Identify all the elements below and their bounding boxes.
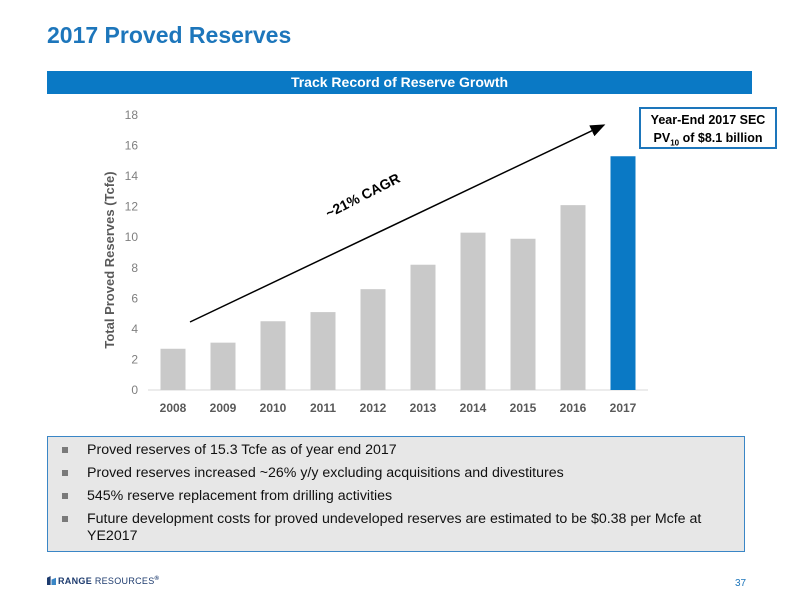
y-tick-label: 12 xyxy=(125,200,139,214)
pv10-callout: Year-End 2017 SEC PV10 of $8.1 billion xyxy=(639,107,777,149)
bar-2015 xyxy=(510,238,536,390)
y-tick-label: 0 xyxy=(131,383,138,397)
y-tick-label: 16 xyxy=(125,139,139,153)
callout-line-2: PV10 of $8.1 billion xyxy=(641,129,775,153)
key-point-item: Proved reserves of 15.3 Tcfe as of year … xyxy=(60,442,736,459)
x-tick-label: 2010 xyxy=(260,401,287,415)
callout-pv: PV xyxy=(653,131,671,145)
page-title: 2017 Proved Reserves xyxy=(47,22,292,48)
y-tick-label: 10 xyxy=(125,230,139,244)
x-tick-label: 2017 xyxy=(610,401,637,415)
y-tick-label: 6 xyxy=(131,291,138,305)
key-point-text: Proved reserves increased ~26% y/y exclu… xyxy=(87,465,564,481)
bar-2008 xyxy=(160,348,186,390)
page-number: 37 xyxy=(735,578,747,589)
key-point-item: Future development costs for proved unde… xyxy=(60,511,736,545)
key-point-text: Proved reserves of 15.3 Tcfe as of year … xyxy=(87,442,397,458)
key-point-text: Future development costs for proved unde… xyxy=(87,511,702,544)
range-logo-icon xyxy=(47,576,56,585)
x-tick-label: 2016 xyxy=(560,401,587,415)
y-tick-label: 2 xyxy=(131,352,138,366)
y-tick-label: 8 xyxy=(131,261,138,275)
bar-2009 xyxy=(210,342,236,390)
y-tick-label: 18 xyxy=(125,108,139,122)
bar-2012 xyxy=(360,289,386,390)
logo-registered-mark: ® xyxy=(154,576,160,582)
bar-2016 xyxy=(560,205,586,390)
key-point-item: 545% reserve replacement from drilling a… xyxy=(60,488,736,505)
key-points-list: Proved reserves of 15.3 Tcfe as of year … xyxy=(60,442,736,545)
x-tick-label: 2011 xyxy=(310,401,336,415)
y-tick-label: 4 xyxy=(131,322,138,336)
logo-text-bold: RANGE xyxy=(58,576,93,586)
square-bullet-icon xyxy=(62,493,68,499)
bar-2013 xyxy=(410,264,436,390)
x-tick-label: 2009 xyxy=(210,401,237,415)
square-bullet-icon xyxy=(62,447,68,453)
x-tick-label: 2013 xyxy=(410,401,437,415)
x-tick-label: 2014 xyxy=(460,401,487,415)
square-bullet-icon xyxy=(62,516,68,522)
bar-2010 xyxy=(260,321,286,390)
reserves-bar-chart: 0 2 4 6 8 10 12 14 16 18 2008 2009 2010 2011 2012 2013… xyxy=(102,108,648,415)
company-logo: RANGE RESOURCES® xyxy=(47,576,159,586)
y-tick-label: 14 xyxy=(125,169,139,183)
bar-2011 xyxy=(310,312,336,390)
bar-2017 xyxy=(610,156,636,390)
x-tick-label: 2012 xyxy=(360,401,387,415)
cagr-trend-arrow xyxy=(189,124,606,323)
logo-text-thin: RESOURCES xyxy=(92,576,155,586)
y-axis-label: Total Proved Reserves (Tcfe) xyxy=(102,171,117,348)
callout-pv-subscript: 10 xyxy=(670,138,680,148)
square-bullet-icon xyxy=(62,470,68,476)
x-tick-label: 2008 xyxy=(160,401,187,415)
key-point-item: Proved reserves increased ~26% y/y exclu… xyxy=(60,465,736,482)
x-tick-label: 2015 xyxy=(510,401,537,415)
callout-line-1: Year-End 2017 SEC xyxy=(650,113,766,127)
chart-banner: Track Record of Reserve Growth xyxy=(47,71,752,94)
bar-2014 xyxy=(460,232,486,390)
key-points-box: Proved reserves of 15.3 Tcfe as of year … xyxy=(47,436,745,552)
key-point-text: 545% reserve replacement from drilling a… xyxy=(87,488,393,504)
callout-value: of $8.1 billion xyxy=(679,131,763,145)
